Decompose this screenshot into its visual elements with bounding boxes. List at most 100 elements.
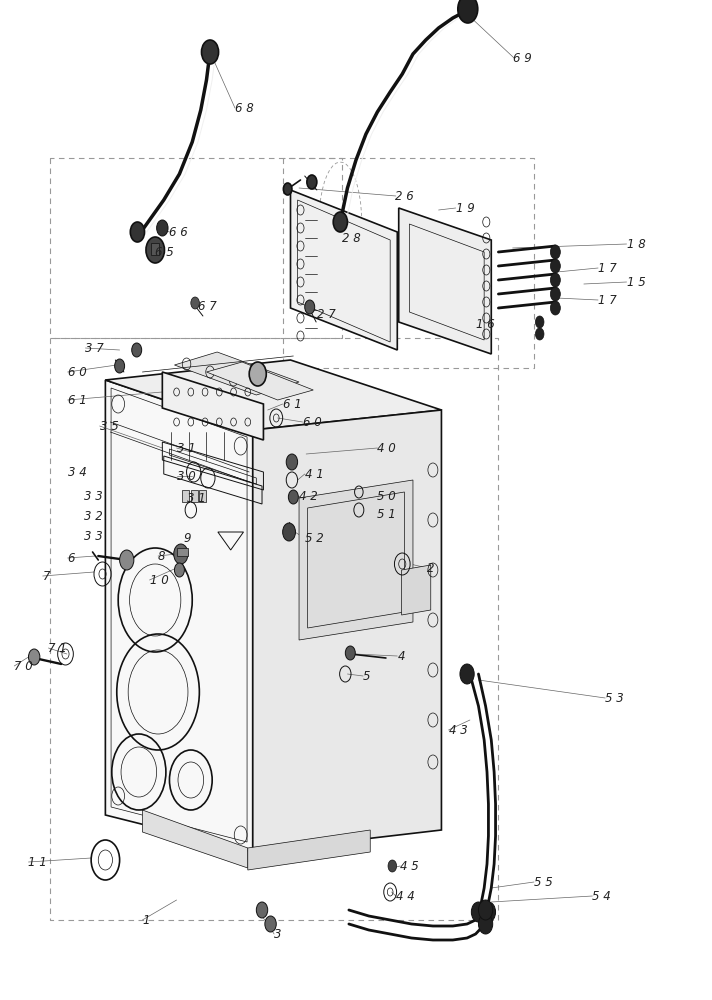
Text: 3 0: 3 0 (177, 470, 195, 483)
Polygon shape (142, 810, 248, 868)
Circle shape (265, 916, 276, 932)
Circle shape (550, 245, 560, 259)
Text: 5 1: 5 1 (377, 508, 396, 520)
Text: 6 0: 6 0 (303, 416, 321, 428)
Polygon shape (199, 490, 206, 502)
Polygon shape (182, 490, 189, 502)
Text: 7: 7 (43, 570, 51, 582)
Polygon shape (290, 190, 397, 350)
Circle shape (481, 902, 496, 922)
Polygon shape (105, 380, 253, 852)
Text: 1 7: 1 7 (598, 261, 617, 274)
Circle shape (120, 550, 134, 570)
Text: 3: 3 (274, 928, 282, 940)
Text: 2 7: 2 7 (317, 308, 335, 320)
Text: 6 1: 6 1 (283, 397, 301, 410)
Circle shape (256, 902, 268, 918)
Circle shape (28, 649, 40, 665)
Text: 4 0: 4 0 (377, 442, 396, 454)
Circle shape (174, 544, 188, 564)
Text: 2 6: 2 6 (395, 190, 414, 202)
Polygon shape (299, 480, 413, 640)
Text: 1 8: 1 8 (627, 237, 645, 250)
Circle shape (478, 900, 493, 920)
Text: 6 8: 6 8 (235, 102, 253, 114)
Text: 3 4: 3 4 (68, 466, 86, 479)
Text: 4 1: 4 1 (305, 468, 323, 481)
Circle shape (249, 362, 266, 386)
Polygon shape (206, 362, 313, 400)
Circle shape (550, 259, 560, 273)
Circle shape (283, 183, 292, 195)
Circle shape (157, 220, 168, 236)
Text: 6: 6 (68, 552, 75, 564)
Text: 6 9: 6 9 (513, 51, 531, 64)
Circle shape (115, 359, 125, 373)
Text: 1 0: 1 0 (150, 574, 168, 586)
Bar (177, 548, 188, 556)
Text: 6 6: 6 6 (169, 226, 188, 238)
Circle shape (550, 287, 560, 301)
Circle shape (478, 914, 493, 934)
Text: 3 5: 3 5 (100, 420, 118, 432)
Circle shape (305, 300, 315, 314)
Circle shape (345, 646, 355, 660)
Text: 5 4: 5 4 (592, 890, 611, 902)
Text: 7 0: 7 0 (14, 660, 33, 672)
Text: 3 2: 3 2 (84, 510, 103, 522)
Text: 6 5: 6 5 (155, 245, 174, 258)
Text: 5 0: 5 0 (377, 489, 396, 502)
Text: 6 1: 6 1 (68, 393, 86, 406)
Text: 1: 1 (142, 914, 150, 926)
Text: 6 0: 6 0 (68, 365, 86, 378)
Text: 3 3: 3 3 (84, 530, 103, 542)
Text: 4: 4 (397, 650, 405, 662)
Circle shape (307, 175, 317, 189)
Text: 4 2: 4 2 (299, 489, 318, 502)
Circle shape (458, 0, 478, 23)
Text: 5 2: 5 2 (305, 532, 323, 544)
Text: 4 5: 4 5 (400, 859, 419, 872)
Text: 3 7: 3 7 (85, 342, 104, 355)
Circle shape (535, 328, 544, 340)
Text: 6 7: 6 7 (198, 300, 216, 312)
Text: 2: 2 (427, 562, 435, 574)
Text: 1 6: 1 6 (476, 318, 494, 330)
Text: 4 3: 4 3 (449, 724, 467, 736)
Polygon shape (151, 243, 159, 255)
Text: 2 8: 2 8 (342, 232, 360, 244)
Circle shape (191, 297, 199, 309)
Text: 5: 5 (363, 670, 371, 682)
Text: 9: 9 (184, 532, 192, 544)
Text: 5 5: 5 5 (534, 876, 553, 888)
Circle shape (388, 860, 397, 872)
Circle shape (550, 301, 560, 315)
Circle shape (471, 902, 486, 922)
Circle shape (550, 273, 560, 287)
Polygon shape (162, 372, 263, 440)
Polygon shape (105, 360, 441, 430)
Circle shape (286, 454, 298, 470)
Text: 1 7: 1 7 (598, 294, 617, 306)
Text: 4 4: 4 4 (396, 890, 414, 902)
Text: 3 3: 3 3 (84, 489, 103, 502)
Text: 1 1: 1 1 (28, 856, 47, 868)
Text: 8: 8 (158, 550, 166, 562)
Text: 1 9: 1 9 (456, 202, 474, 215)
Polygon shape (191, 490, 198, 502)
Circle shape (460, 664, 474, 684)
Polygon shape (174, 352, 299, 395)
Circle shape (333, 212, 347, 232)
Text: 5 3: 5 3 (605, 692, 624, 704)
Polygon shape (253, 410, 441, 852)
Circle shape (130, 222, 145, 242)
Circle shape (201, 40, 219, 64)
Polygon shape (248, 830, 370, 870)
Text: 7 1: 7 1 (48, 642, 67, 654)
Text: 3 1: 3 1 (177, 442, 195, 454)
Circle shape (283, 523, 295, 541)
Circle shape (174, 563, 184, 577)
Text: 3 1: 3 1 (187, 491, 205, 504)
Circle shape (132, 343, 142, 357)
Polygon shape (399, 208, 491, 354)
